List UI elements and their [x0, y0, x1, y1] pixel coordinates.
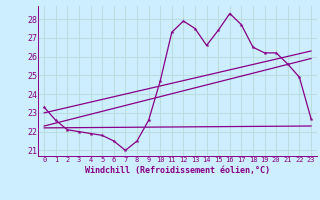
X-axis label: Windchill (Refroidissement éolien,°C): Windchill (Refroidissement éolien,°C) — [85, 166, 270, 175]
